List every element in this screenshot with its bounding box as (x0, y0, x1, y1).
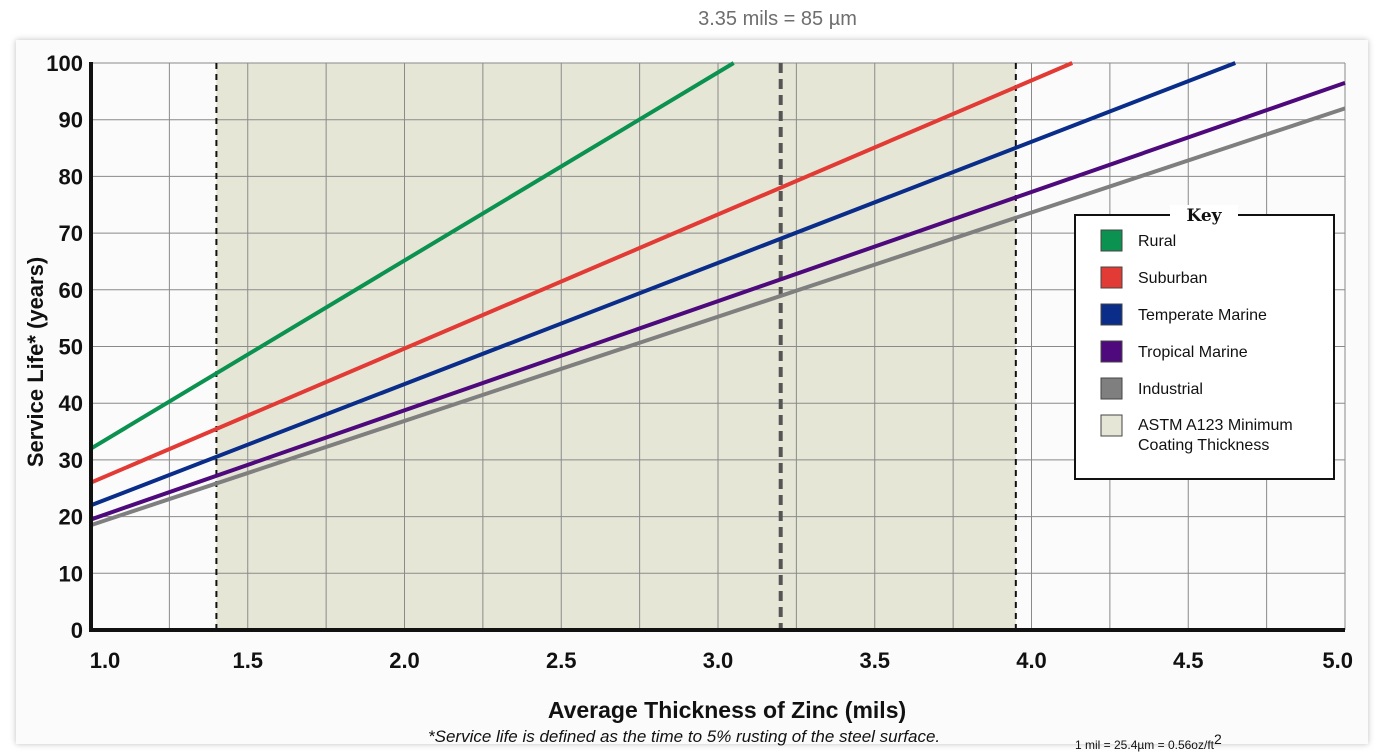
legend-label: Industrial (1138, 381, 1203, 398)
y-tick-label: 30 (59, 448, 83, 473)
y-tick-label: 60 (59, 278, 83, 303)
y-tick-label: 0 (71, 618, 83, 643)
x-tick-label: 3.0 (703, 648, 734, 673)
series-line-suburban (90, 61, 1074, 485)
unit-conversion-text: 1 mil = 25.4µm = 0.56oz/ft (1075, 738, 1214, 752)
legend-label: ASTM A123 Minimum (1138, 417, 1293, 434)
legend-label: Suburban (1138, 270, 1207, 287)
footnote: *Service life is defined as the time to … (428, 727, 941, 746)
x-tick-label: 5.0 (1322, 648, 1353, 673)
x-tick-label: 2.0 (389, 648, 420, 673)
y-tick-label: 90 (59, 108, 83, 133)
x-tick-label: 3.5 (859, 648, 890, 673)
y-axis-label: Service Life* (years) (23, 257, 48, 467)
legend-swatch (1100, 303, 1123, 326)
thickness-note: 3.35 mils = 85 µm (698, 8, 857, 30)
unit-conversion: 1 mil = 25.4µm = 0.56oz/ft2 (1075, 731, 1222, 752)
y-tick-label: 80 (59, 164, 83, 189)
x-axis-label: Average Thickness of Zinc (mils) (548, 697, 906, 723)
legend-label: Temperate Marine (1138, 307, 1267, 324)
legend-swatch (1100, 266, 1123, 289)
legend: Key Rural Suburban Temperate Marine Tropica… (1074, 205, 1335, 480)
y-tick-label: 50 (59, 335, 83, 360)
y-tick-label: 20 (59, 505, 83, 530)
series-line-temperate-marine (90, 61, 1236, 508)
y-tick-label: 40 (59, 391, 83, 416)
legend-swatch (1100, 229, 1123, 252)
x-tick-label: 2.5 (546, 648, 577, 673)
legend-label: Coating Thickness (1138, 437, 1269, 454)
series-line-tropical-marine (90, 80, 1346, 522)
y-tick-label: 70 (59, 221, 83, 246)
legend-swatch (1100, 414, 1123, 437)
legend-label: Tropical Marine (1138, 344, 1248, 361)
series-line-rural (89, 61, 735, 451)
x-tick-label: 4.0 (1016, 648, 1047, 673)
legend-swatch (1100, 377, 1123, 400)
y-tick-label: 10 (59, 561, 83, 586)
x-tick-label: 4.5 (1173, 648, 1204, 673)
series-line-industrial (90, 106, 1346, 528)
x-tick-label: 1.0 (90, 648, 121, 673)
legend-label: Rural (1138, 233, 1176, 250)
legend-title: Key (1186, 206, 1222, 226)
legend-swatch (1100, 340, 1123, 363)
x-tick-label: 1.5 (232, 648, 263, 673)
unit-conversion-superscript: 2 (1213, 731, 1222, 747)
y-tick-label: 100 (46, 51, 83, 76)
